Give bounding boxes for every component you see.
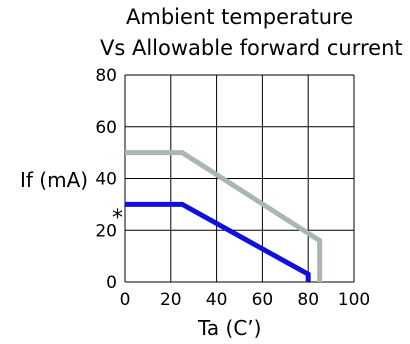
x-tick-label: 60 [252,290,274,310]
y-tick-label: 60 [95,118,117,138]
series-lines [125,150,323,282]
y-tick-label: 80 [95,66,117,86]
x-tick-label: 100 [338,290,370,310]
y-tick-label: 40 [95,170,117,190]
x-tick-label: 0 [120,290,131,310]
chart-title-line-2: Vs Allowable forward current [100,36,403,60]
series-line-2 [125,201,311,282]
y-tick-labels: 0 20 40 60 80 [95,66,117,293]
chart-title-line-1: Ambient temperature [126,5,353,29]
y-axis-label: If (mA) [20,168,88,192]
series-line-1 [125,150,323,282]
x-tick-label: 20 [160,290,182,310]
x-tick-label: 40 [206,290,228,310]
x-tick-labels: 0 20 40 60 80 100 [120,290,371,310]
x-tick-label: 80 [297,290,319,310]
plot-grid [124,74,355,283]
y-tick-label: 20 [95,221,117,241]
rating-annotation-asterisk: * [112,206,123,231]
y-tick-label: 0 [106,273,117,293]
x-axis-label: Ta (C’) [197,316,261,340]
